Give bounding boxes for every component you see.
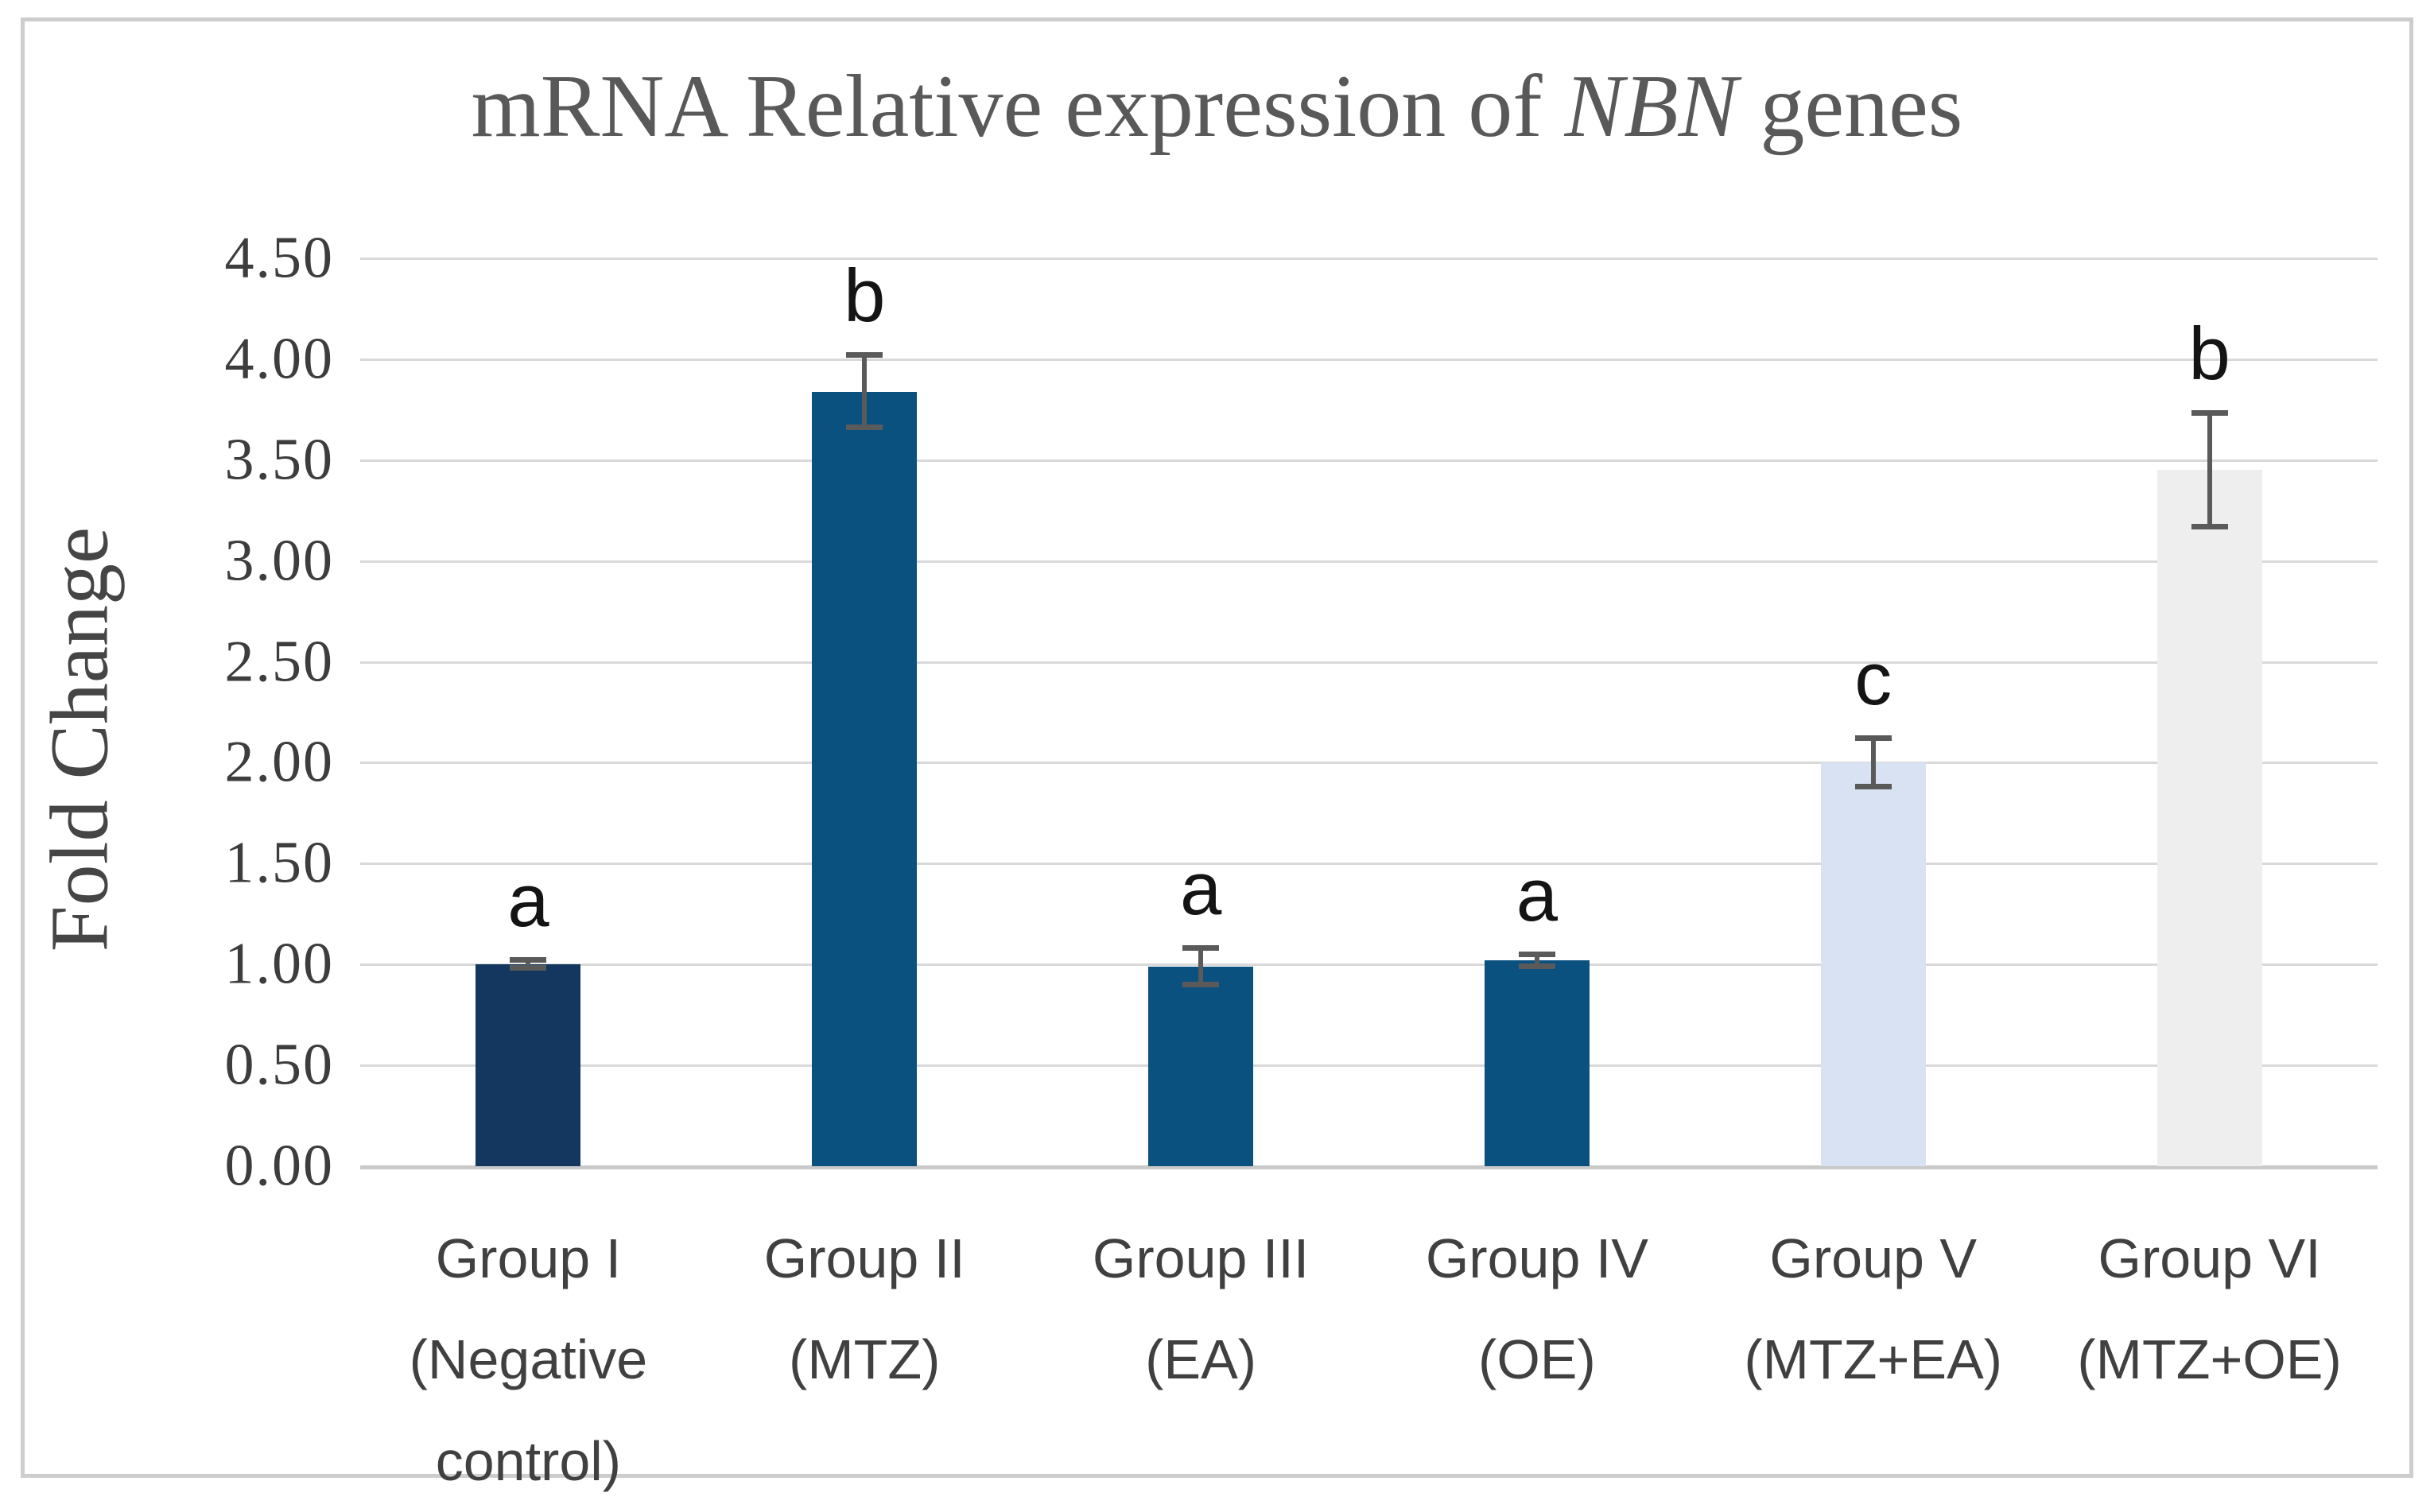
- x-category-label-line: Group III: [1033, 1208, 1369, 1309]
- y-tick-label: 4.00: [0, 325, 334, 393]
- error-bar-cap: [846, 352, 883, 358]
- error-bar-cap: [1519, 952, 1555, 957]
- chart-title: mRNA Relative expression of NBN genes: [0, 56, 2434, 158]
- error-bar-cap: [1519, 963, 1555, 969]
- x-category-label-line: Group II: [697, 1208, 1033, 1309]
- error-bar-cap: [1182, 945, 1219, 951]
- error-bar-cap: [2191, 524, 2228, 529]
- gridline: [360, 1064, 2378, 1067]
- bar-5: [1821, 762, 1926, 1166]
- error-bar-cap: [1855, 784, 1892, 789]
- bar-1: [476, 964, 580, 1166]
- gridline: [360, 963, 2378, 966]
- chart-title-prefix: mRNA Relative expression of: [472, 57, 1565, 156]
- x-category-label: Group II(MTZ): [697, 1208, 1033, 1411]
- bar-4: [1485, 960, 1590, 1166]
- gridline: [360, 762, 2378, 764]
- error-bar-cap: [1182, 982, 1219, 987]
- y-tick-label: 4.50: [0, 225, 334, 293]
- x-category-label: Group IV(OE): [1369, 1208, 1706, 1411]
- gridline: [360, 359, 2378, 361]
- significance-letter: b: [2188, 316, 2230, 391]
- x-category-label: Group VI(MTZ+OE): [2041, 1208, 2378, 1411]
- x-category-label-line: (EA): [1033, 1309, 1369, 1410]
- y-tick-label: 1.00: [0, 931, 334, 998]
- y-tick-label: 3.50: [0, 426, 334, 494]
- gridline: [360, 661, 2378, 664]
- x-category-label: Group III(EA): [1033, 1208, 1369, 1411]
- y-tick-label: 1.50: [0, 830, 334, 898]
- bar-3: [1148, 967, 1253, 1166]
- x-category-label-line: (OE): [1369, 1309, 1706, 1410]
- chart-title-gene: NBN: [1565, 57, 1738, 156]
- significance-letter: c: [1854, 642, 1892, 716]
- x-category-label-line: (MTZ+OE): [2041, 1309, 2378, 1410]
- x-category-label-line: control): [360, 1411, 697, 1512]
- y-tick-label: 3.00: [0, 527, 334, 595]
- significance-letter: a: [507, 863, 549, 938]
- y-tick-label: 0.00: [0, 1133, 334, 1200]
- x-category-label-line: (MTZ): [697, 1309, 1033, 1410]
- gridline: [360, 863, 2378, 865]
- gridline: [360, 560, 2378, 563]
- x-category-label-line: (Negative: [360, 1309, 697, 1410]
- x-category-label-line: (MTZ+EA): [1705, 1309, 2041, 1410]
- gridline: [360, 258, 2378, 260]
- significance-letter: b: [844, 258, 885, 333]
- error-bar-cap: [1855, 735, 1892, 741]
- error-bar-cap: [846, 425, 883, 430]
- error-bar-cap: [510, 965, 546, 971]
- chart-title-suffix: genes: [1737, 57, 1962, 156]
- x-category-label: Group V(MTZ+EA): [1705, 1208, 2041, 1411]
- gridline: [360, 1165, 2378, 1169]
- x-category-label-line: Group VI: [2041, 1208, 2378, 1309]
- x-category-label-line: Group IV: [1369, 1208, 1706, 1309]
- error-bar: [1871, 739, 1876, 787]
- y-tick-label: 2.00: [0, 729, 334, 797]
- x-category-label-line: Group V: [1705, 1208, 2041, 1309]
- bar-2: [812, 392, 917, 1167]
- gridline: [360, 459, 2378, 462]
- error-bar: [2207, 413, 2212, 526]
- y-tick-label: 0.50: [0, 1032, 334, 1099]
- error-bar: [862, 355, 867, 428]
- error-bar-cap: [2191, 410, 2228, 416]
- error-bar: [1198, 948, 1203, 985]
- error-bar-cap: [510, 957, 546, 963]
- significance-letter: a: [1516, 858, 1558, 932]
- x-category-label-line: Group I: [360, 1208, 697, 1309]
- significance-letter: a: [1180, 851, 1221, 926]
- bar-6: [2157, 470, 2262, 1166]
- plot-area: a b a a c b: [360, 258, 2378, 1166]
- y-tick-label: 2.50: [0, 628, 334, 696]
